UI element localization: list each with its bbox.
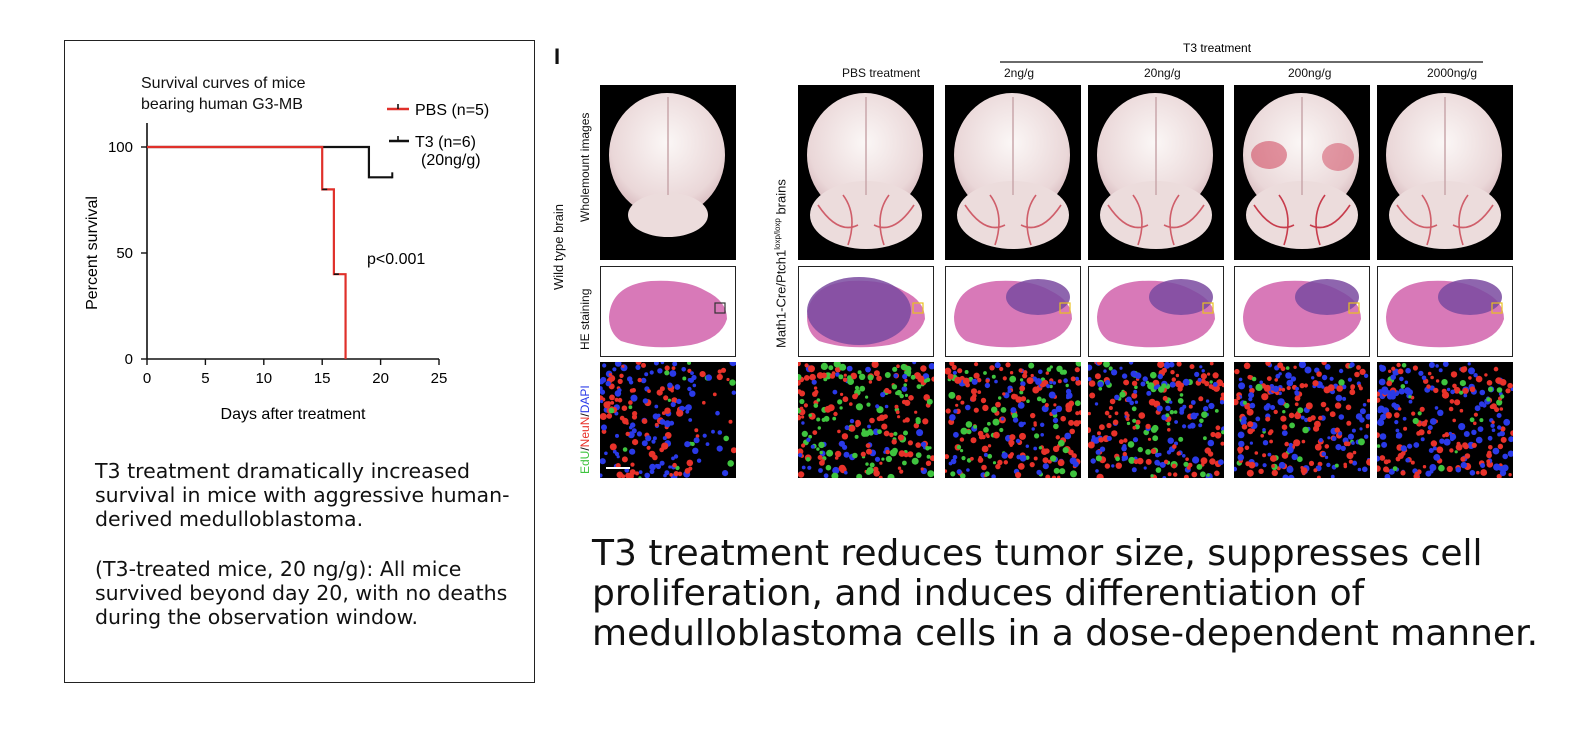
- y-tick-label: 50: [116, 245, 133, 262]
- he-stain-image-pbs: [798, 266, 934, 357]
- wholemount-image-wildtype: [600, 85, 736, 260]
- column-label-200ng: 200ng/g: [1288, 66, 1332, 80]
- chart-title-line-1: Survival curves of mice: [141, 75, 306, 92]
- stain-dapi: DAPI: [578, 385, 592, 414]
- column-label-20ng: 20ng/g: [1144, 66, 1181, 80]
- wholemount-image-200ng: [1234, 85, 1370, 260]
- stain-separator-1: /: [578, 447, 592, 451]
- column-label-2ng: 2ng/g: [1004, 66, 1035, 80]
- survival-caption: T3 treatment dramatically increased surv…: [95, 459, 510, 531]
- x-axis-label: Days after treatment: [221, 406, 367, 423]
- mutant-label: Math1-Cre/Ptch1loxp/loxp brains: [773, 179, 788, 348]
- he-stain-image-20ng: [1088, 266, 1224, 357]
- fluorescence-image-200ng: [1234, 362, 1370, 478]
- fluorescence-image-20ng: [1088, 362, 1224, 478]
- series-line-t3: [147, 145, 393, 179]
- mutant-label-suffix: brains: [773, 179, 789, 219]
- he-stain-image-wildtype: [600, 266, 736, 357]
- survival-panel: Survival curves of mice bearing human G3…: [64, 40, 535, 683]
- fluorescence-image-2000ng: [1377, 362, 1513, 478]
- survival-chart: Survival curves of mice bearing human G3…: [84, 75, 489, 423]
- figure-caption: T3 treatment reduces tumor size, suppres…: [592, 533, 1539, 654]
- x-tick-label: 25: [431, 370, 448, 387]
- x-tick-label: 20: [372, 370, 389, 387]
- x-tick-label: 0: [143, 370, 151, 387]
- legend-label-t3: T3 (n=6): [415, 134, 476, 151]
- y-tick-label: 100: [108, 139, 133, 156]
- x-tick-label: 15: [314, 370, 331, 387]
- column-label-pbs: PBS treatment: [842, 66, 921, 80]
- fluorescence-image-pbs: [798, 362, 934, 478]
- t3-header-label: T3 treatment: [1183, 41, 1252, 55]
- he-stain-image-200ng: [1234, 266, 1370, 357]
- wholemount-image-2000ng: [1377, 85, 1513, 260]
- row-label-wholemount: Wholemount images: [578, 112, 592, 222]
- chart-title-line-2: bearing human G3-MB: [141, 96, 303, 113]
- mutant-label-text: Math1-Cre/Ptch1: [773, 249, 789, 348]
- y-axis-label: Percent survival: [84, 196, 101, 310]
- column-label-2000ng: 2000ng/g: [1427, 66, 1478, 80]
- wildtype-label: Wild type brain: [551, 204, 566, 290]
- wholemount-image-20ng: [1088, 85, 1224, 260]
- y-tick-label: 0: [125, 351, 133, 368]
- wholemount-image-2ng: [945, 85, 1081, 260]
- legend-label-pbs: PBS (n=5): [415, 102, 489, 119]
- he-stain-image-2000ng: [1377, 266, 1513, 357]
- mutant-label-superscript: loxp/loxp: [773, 218, 782, 250]
- wholemount-image-pbs: [798, 85, 934, 260]
- p-value-annotation: p<0.001: [367, 251, 425, 268]
- he-stain-image-2ng: [945, 266, 1081, 357]
- series-line-pbs: [147, 145, 347, 359]
- panel-letter: I: [554, 44, 561, 69]
- stain-neun: NeuN: [578, 416, 592, 448]
- t3-header-group: T3 treatment: [1000, 41, 1483, 63]
- legend-label-t3-dose: (20ng/g): [421, 152, 481, 169]
- row-label-stain: EdU/NeuN/DAPI: [578, 385, 592, 474]
- fluorescence-image-wildtype: [600, 362, 736, 478]
- x-tick-label: 5: [201, 370, 209, 387]
- row-label-he: HE staining: [578, 288, 592, 350]
- stain-separator-2: /: [578, 413, 592, 417]
- fluorescence-image-2ng: [945, 362, 1081, 478]
- stain-edu: EdU: [578, 450, 592, 474]
- survival-detail-caption: (T3-treated mice, 20 ng/g): All mice sur…: [95, 557, 508, 629]
- x-tick-label: 10: [255, 370, 272, 387]
